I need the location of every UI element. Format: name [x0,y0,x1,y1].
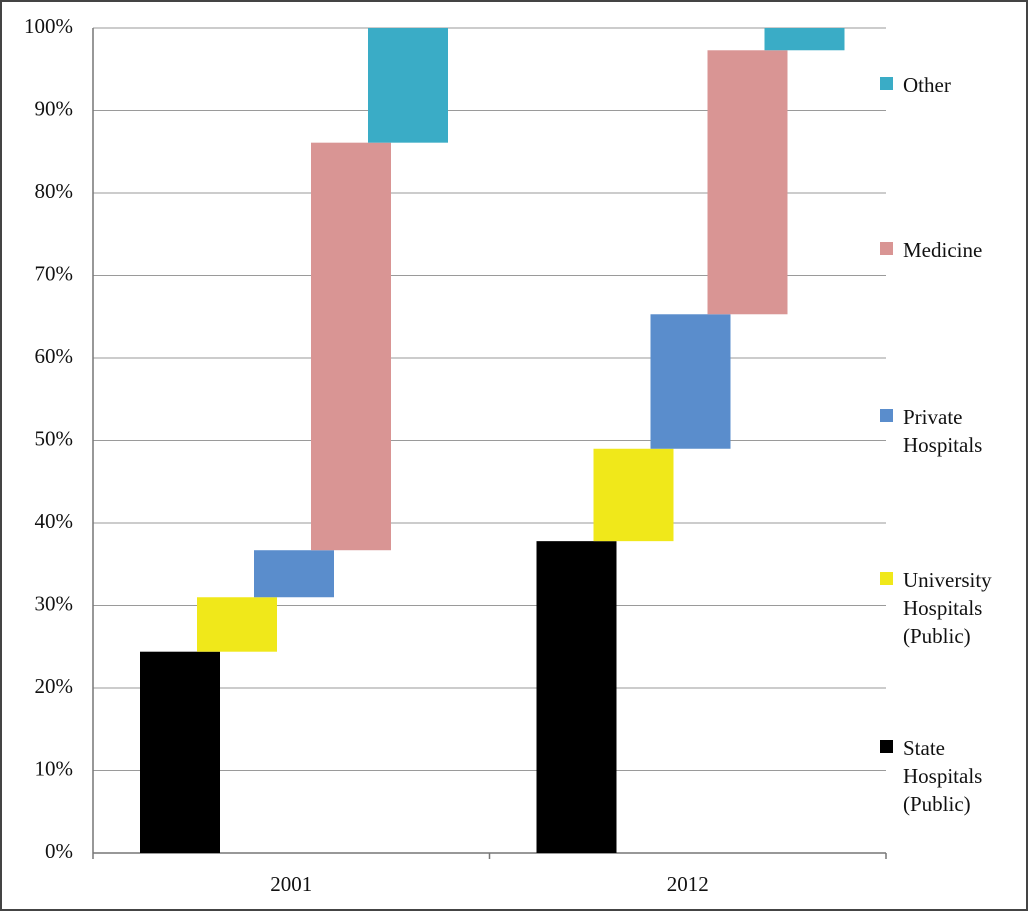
legend-label: Medicine [903,238,983,262]
legend-swatch [880,409,893,422]
y-tick-label: 20% [35,674,74,698]
legend-entry: Private Hospitals [880,403,1020,459]
bar-segment [593,448,674,542]
legend-label: Private Hospitals [903,405,983,457]
legend-entry: Other [880,71,1020,99]
y-tick-label: 0% [45,839,73,863]
bar-segment [650,314,731,449]
legend-entry: University Hospitals (Public) [880,566,1020,650]
bar-segment [197,597,277,652]
x-tick-label: 2012 [667,872,709,896]
bar-segment [311,142,391,551]
legend-label: University Hospitals (Public) [903,568,992,648]
bar-segment [536,541,617,853]
legend-label: State Hospitals (Public) [903,736,983,816]
legend-swatch [880,572,893,585]
bar-segment [254,550,334,598]
y-tick-label: 100% [24,14,73,38]
legend-swatch [880,77,893,90]
y-tick-label: 50% [35,426,74,450]
y-tick-label: 60% [35,344,74,368]
legend-label: Other [903,73,951,97]
legend-entry: State Hospitals (Public) [880,734,1020,818]
bar-segment [140,651,220,853]
y-tick-label: 90% [35,96,74,120]
bar-segment [707,50,788,315]
x-tick-label: 2001 [270,872,312,896]
y-tick-label: 70% [35,261,74,285]
y-tick-label: 80% [35,179,74,203]
y-tick-label: 40% [35,509,74,533]
legend-entry: Medicine [880,236,1020,264]
bar-segment [764,28,845,51]
y-tick-label: 30% [35,591,74,615]
y-tick-label: 10% [35,756,74,780]
bar-segment [368,28,448,143]
legend-swatch [880,740,893,753]
legend-swatch [880,242,893,255]
